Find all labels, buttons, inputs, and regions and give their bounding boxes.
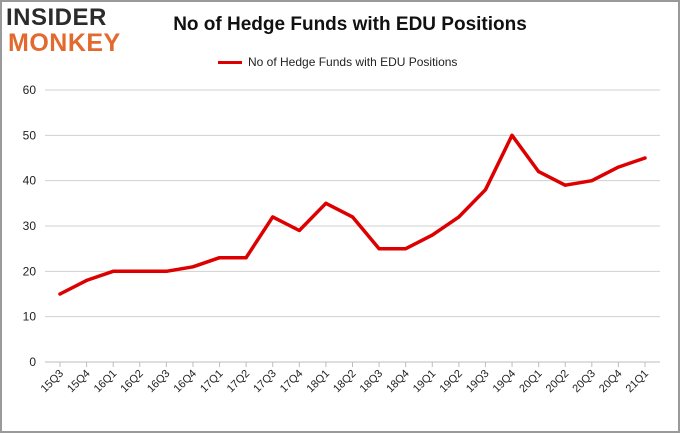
y-tick-label: 10 [23, 310, 37, 324]
data-point [563, 183, 567, 187]
x-tick-label: 20Q1 [517, 368, 545, 396]
x-tick-label: 16Q4 [172, 368, 200, 396]
data-point [191, 265, 195, 269]
data-point [244, 256, 248, 260]
x-tick-label: 16Q3 [145, 368, 173, 396]
series-line [58, 133, 647, 296]
data-point [537, 170, 541, 174]
x-tick-label: 20Q4 [597, 368, 625, 396]
data-point [164, 269, 168, 273]
x-tick-label: 16Q1 [92, 368, 120, 396]
x-tick-label: 17Q3 [251, 368, 279, 396]
data-point [58, 292, 62, 296]
x-tick-label: 20Q2 [544, 368, 572, 396]
y-tick-label: 0 [29, 355, 36, 369]
y-tick-label: 20 [23, 264, 37, 278]
x-tick-label: 17Q4 [278, 368, 306, 396]
x-tick-label: 20Q3 [570, 368, 598, 396]
data-point [84, 278, 89, 282]
y-tick-label: 40 [23, 174, 37, 188]
x-tick-label: 21Q1 [624, 368, 652, 396]
chart-title: No of Hedge Funds with EDU Positions [173, 14, 527, 35]
x-tick-label: 19Q1 [411, 368, 439, 396]
data-point [457, 215, 461, 219]
x-tick-label: 16Q2 [118, 368, 146, 396]
data-point [616, 165, 621, 169]
y-tick-label: 50 [23, 128, 37, 142]
data-point [111, 269, 115, 273]
logo-line-1: INSIDER [6, 4, 107, 31]
data-point [138, 269, 142, 273]
x-tick-label: 19Q3 [464, 368, 492, 396]
data-point [430, 233, 434, 237]
x-tick-label: 17Q1 [198, 368, 226, 396]
data-point [324, 201, 328, 205]
y-tick-label: 60 [23, 83, 37, 97]
data-point [377, 247, 381, 251]
x-tick-label: 17Q2 [225, 368, 253, 396]
x-tick-label: 19Q4 [491, 368, 519, 396]
legend-swatch [218, 60, 242, 64]
data-point [590, 179, 594, 183]
x-tick-label: 18Q3 [358, 368, 386, 396]
data-point [217, 256, 222, 260]
data-point [297, 228, 301, 233]
data-point [404, 247, 408, 251]
legend-label: No of Hedge Funds with EDU Positions [248, 55, 458, 69]
x-tick-label: 15Q4 [65, 368, 93, 396]
x-tick-label: 19Q2 [437, 368, 465, 396]
x-tick-label: 18Q1 [305, 368, 333, 396]
data-point [643, 156, 647, 160]
logo-line-2: MONKEY [8, 29, 121, 57]
data-point [271, 215, 275, 219]
y-tick-label: 30 [23, 219, 37, 233]
x-tick-label: 18Q4 [384, 368, 412, 396]
data-point [483, 188, 488, 192]
x-tick-label: 18Q2 [331, 368, 359, 396]
insider-monkey-logo: INSIDER MONKEY [6, 4, 130, 56]
x-tick-label: 15Q3 [39, 368, 67, 396]
data-point [350, 215, 355, 219]
chart-legend: No of Hedge Funds with EDU Positions [218, 55, 457, 69]
data-point [510, 133, 514, 137]
